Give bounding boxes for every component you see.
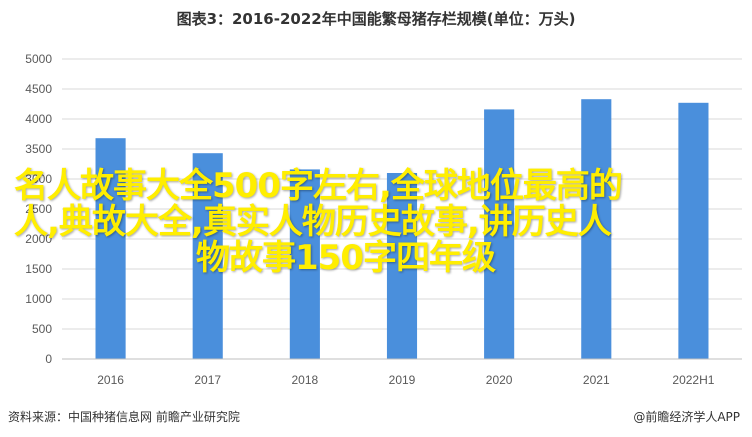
bar-2019	[386, 173, 418, 359]
x-tick-label: 2020	[486, 373, 513, 387]
overlay-text: 名人故事大全500字左右,全球地位最高的 人,典故大全,真实人物历史故事,讲历史…	[14, 168, 694, 276]
x-tick-label: 2021	[583, 373, 610, 387]
y-tick-label: 4000	[25, 112, 52, 126]
brand-credit: @前瞻经济学人APP	[633, 410, 740, 424]
x-tick-label: 2018	[292, 373, 319, 387]
y-tick-label: 3000	[25, 172, 52, 186]
y-tick-label: 4500	[25, 82, 52, 96]
x-tick-label: 2022H1	[672, 373, 714, 387]
overlay-line-2: 人,典故大全,真实人物历史故事,讲历史人	[14, 202, 612, 242]
y-tick-label: 1000	[25, 292, 52, 306]
y-tick-label: 2000	[25, 232, 52, 246]
y-tick-label: 2500	[25, 202, 52, 216]
source-note: 资料来源：中国种猪信息网 前瞻产业研究院	[8, 410, 240, 424]
chart-title: 图表3：2016-2022年中国能繁母猪存栏规模(单位：万头)	[176, 10, 576, 28]
y-tick-label: 0	[45, 352, 52, 366]
x-tick-label: 2017	[194, 373, 221, 387]
y-tick-label: 3500	[25, 142, 52, 156]
y-tick-label: 5000	[25, 52, 52, 66]
bar-2017	[192, 153, 223, 359]
y-axis-ticks: 0 500 1000 1500 2000 2500 3000 3500 4000 4500 5000	[25, 52, 52, 366]
bar-2021	[581, 99, 612, 359]
x-tick-label: 2016	[97, 373, 124, 387]
bar-2022H1	[678, 102, 709, 360]
y-tick-label: 500	[32, 322, 52, 336]
y-tick-label: 1500	[25, 262, 52, 276]
bar-2016	[95, 138, 126, 359]
x-tick-label: 2019	[389, 373, 416, 387]
overlay-line-3: 物故事150字四年级	[196, 238, 496, 278]
chart-bars	[95, 99, 709, 360]
bar-2020	[484, 109, 515, 360]
x-axis-ticks: 2016 2017 2018 2019 2020 2021 2022H1	[97, 373, 715, 387]
overlay-line-1: 名人故事大全500字左右,全球地位最高的	[14, 166, 623, 206]
bar-2018	[289, 169, 320, 359]
